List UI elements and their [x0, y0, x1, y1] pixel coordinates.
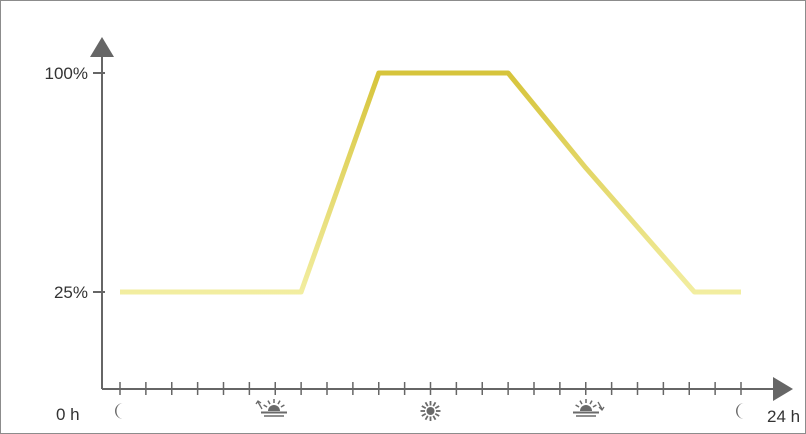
sun-icon: [420, 401, 441, 421]
time-icons: [115, 399, 744, 421]
y-tick-label: 25%: [54, 283, 88, 302]
x-ticks: [119, 382, 742, 395]
axes: [90, 37, 793, 401]
x-axis-arrow-icon: [773, 377, 793, 401]
y-axis-arrow-icon: [90, 37, 114, 57]
axis-labels: 25% 100% 0 h 24 h: [45, 64, 801, 426]
y-tick-label: 100%: [45, 64, 88, 83]
x-end-label: 24 h: [767, 407, 800, 426]
sunrise-icon: [255, 399, 287, 417]
moon-icon: [115, 403, 123, 419]
sunset-icon: [573, 399, 605, 417]
x-start-label: 0 h: [56, 405, 80, 424]
intensity-line: [120, 70, 741, 295]
series: [120, 70, 741, 295]
moon-icon: [736, 403, 744, 419]
